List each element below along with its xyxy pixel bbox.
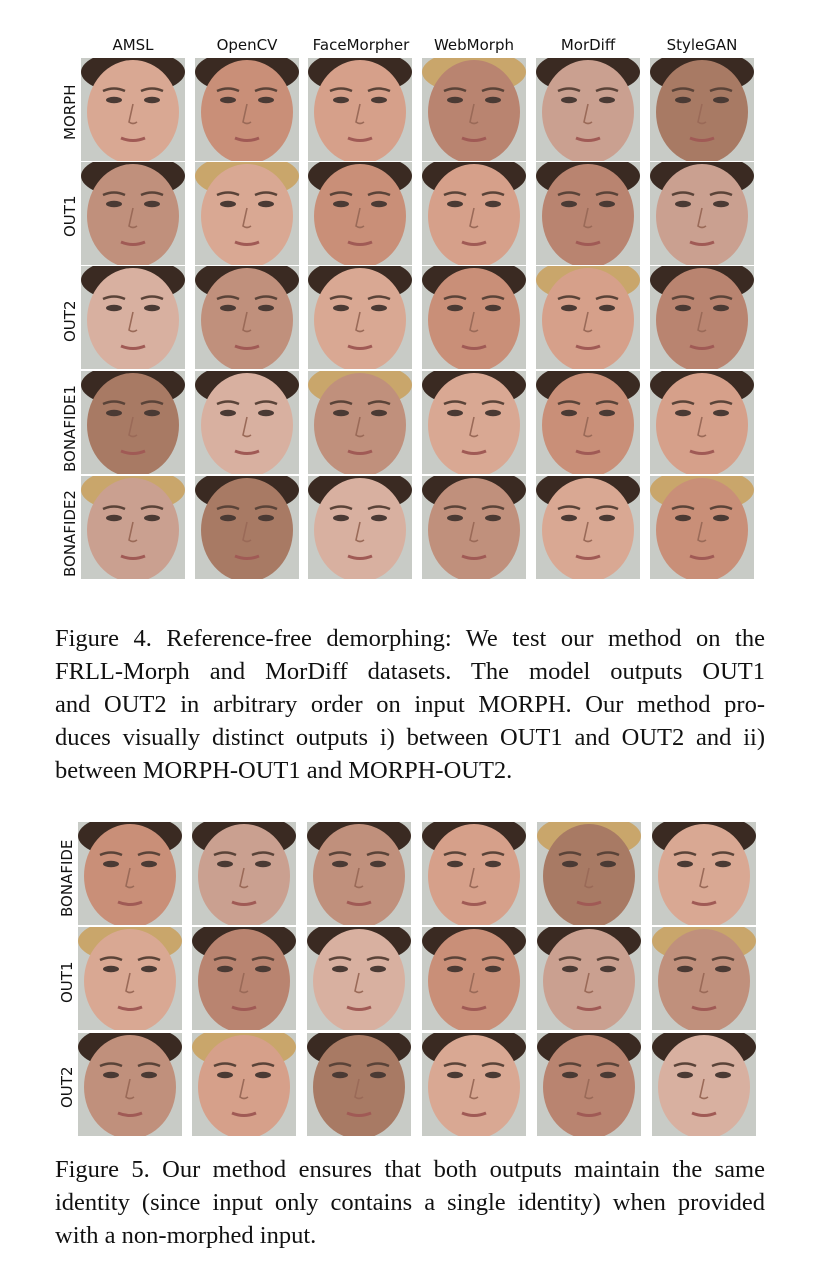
- row-label-out1: OUT1: [58, 961, 76, 1004]
- face-image: [422, 1033, 526, 1136]
- figure-4-caption: Figure 4. Reference-free demorphing: We …: [55, 622, 765, 787]
- face-image: [78, 822, 182, 925]
- face-image: [422, 162, 526, 265]
- face-image: [650, 58, 754, 161]
- face-image: [422, 371, 526, 474]
- face-image: [536, 58, 640, 161]
- face-image: [78, 1033, 182, 1136]
- row-label-out1: OUT1: [61, 195, 79, 238]
- face-image: [652, 822, 756, 925]
- face-image: [650, 162, 754, 265]
- face-image: [536, 371, 640, 474]
- column-header-mordiff: MorDiff: [560, 36, 616, 54]
- face-image: [650, 371, 754, 474]
- caption-line: and OUT2 in arbitrary order on input MOR…: [55, 691, 765, 718]
- row-label-bonafide1: BONAFIDE1: [61, 385, 79, 472]
- caption-line: Figure 4. Reference-free demorphing: We …: [55, 625, 765, 652]
- face-image: [422, 476, 526, 579]
- face-image: [652, 1033, 756, 1136]
- face-image: [307, 1033, 411, 1136]
- column-header-facemorpher: FaceMorpher: [312, 36, 410, 54]
- row-label-out2: OUT2: [58, 1066, 76, 1109]
- face-image: [195, 162, 299, 265]
- caption-line: identity (since input only contains a si…: [55, 1189, 765, 1216]
- row-label-out2: OUT2: [61, 300, 79, 343]
- column-header-webmorph: WebMorph: [433, 36, 515, 54]
- caption-line: Figure 5. Our method ensures that both o…: [55, 1156, 765, 1183]
- face-image: [308, 371, 412, 474]
- column-header-opencv: OpenCV: [216, 36, 278, 54]
- face-image: [537, 822, 641, 925]
- face-image: [81, 58, 185, 161]
- face-image: [308, 476, 412, 579]
- column-header-stylegan: StyleGAN: [666, 36, 738, 54]
- face-image: [308, 266, 412, 369]
- face-image: [195, 266, 299, 369]
- face-image: [307, 927, 411, 1030]
- face-image: [308, 58, 412, 161]
- row-label-bonafide: BONAFIDE: [58, 839, 76, 917]
- caption-line: FRLL-Morph and MorDiff datasets. The mod…: [55, 658, 765, 685]
- figure-5-caption: Figure 5. Our method ensures that both o…: [55, 1153, 765, 1252]
- caption-line: with a non-morphed input.: [55, 1222, 317, 1249]
- face-image: [536, 162, 640, 265]
- face-image: [536, 476, 640, 579]
- face-image: [195, 58, 299, 161]
- face-image: [78, 927, 182, 1030]
- column-header-amsl: AMSL: [112, 36, 154, 54]
- face-image: [422, 822, 526, 925]
- face-image: [81, 371, 185, 474]
- face-image: [650, 266, 754, 369]
- face-image: [192, 927, 296, 1030]
- caption-line: duces visually distinct outputs i) betwe…: [55, 724, 765, 751]
- face-image: [195, 476, 299, 579]
- face-image: [537, 927, 641, 1030]
- face-image: [422, 266, 526, 369]
- face-image: [81, 162, 185, 265]
- face-image: [192, 1033, 296, 1136]
- face-image: [81, 266, 185, 369]
- row-label-bonafide2: BONAFIDE2: [61, 490, 79, 577]
- face-image: [307, 822, 411, 925]
- face-image: [192, 822, 296, 925]
- face-image: [536, 266, 640, 369]
- face-image: [650, 476, 754, 579]
- face-image: [422, 927, 526, 1030]
- face-image: [422, 58, 526, 161]
- row-label-morph: MORPH: [61, 84, 79, 141]
- face-image: [537, 1033, 641, 1136]
- face-image: [195, 371, 299, 474]
- face-image: [652, 927, 756, 1030]
- face-image: [308, 162, 412, 265]
- face-image: [81, 476, 185, 579]
- caption-line: between MORPH-OUT1 and MORPH-OUT2.: [55, 757, 513, 784]
